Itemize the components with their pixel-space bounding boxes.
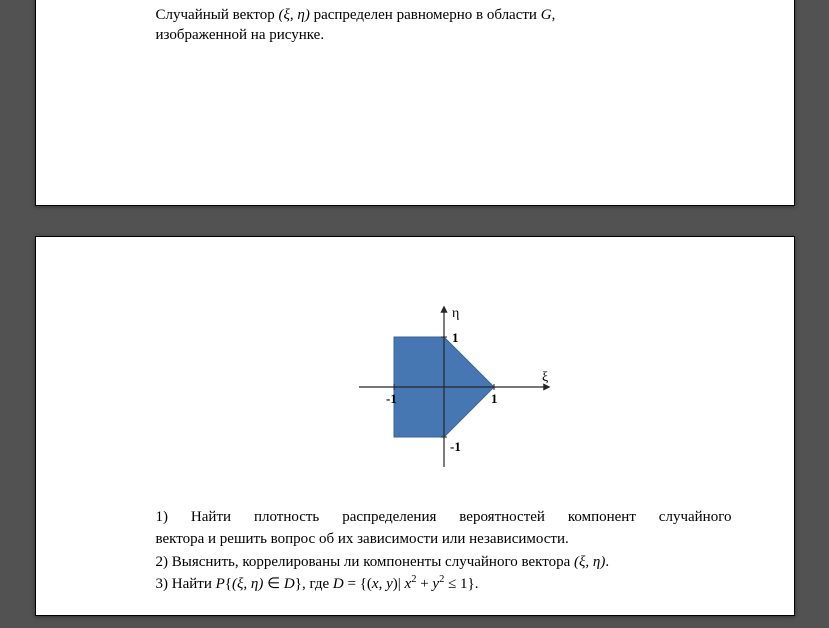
task1-a: Найти плотность распределения вероятност… [191,509,732,525]
intro-vector: (ξ, η) [278,7,309,23]
task3-pre: 3) Найти [156,576,216,592]
svg-text:-1: -1 [450,439,461,454]
task-3: 3) Найти P{(ξ, η) ∈ D}, где D = {(x, y)|… [156,574,732,594]
svg-text:-1: -1 [386,391,397,406]
task3-vec: (ξ, η) [232,576,263,592]
task3-bc: } [295,576,302,592]
task-2: 2) Выяснить, коррелированы ли компоненты… [156,552,732,572]
task2-post: . [605,554,609,570]
intro-line1-mid: распределен равномерно в области [310,7,541,23]
task3-plus: + [416,576,432,592]
task3-comma: , [379,576,387,592]
task3-x: x [372,576,379,592]
task2-vec: (ξ, η) [574,554,605,570]
page-bottom: 1 -1 1 -1 ξ η 1) Найти плотность распределени… [35,236,795,616]
svg-text:1: 1 [491,391,498,406]
svg-text:ξ: ξ [542,370,548,385]
figure-svg: 1 -1 1 -1 ξ η [324,297,564,477]
svg-text:1: 1 [452,330,459,345]
task1-num: 1) [156,509,191,525]
task1-b: вектора и решить вопрос об их зависимост… [156,531,569,547]
task3-bo: { [225,576,232,592]
intro-line2: изображенной на рисунке. [156,27,325,43]
problem-intro: Случайный вектор (ξ, η) распределен равн… [156,5,734,46]
task3-in: ∈ [263,576,284,592]
intro-line1-post: , [552,7,556,23]
task3-eq: = {( [344,576,372,592]
task3-P: P [216,576,225,592]
intro-line1-pre: Случайный вектор [156,7,279,23]
task3-le: ≤ 1}. [444,576,478,592]
task3-D2: D [333,576,344,592]
task3-D1: D [284,576,295,592]
task-1: 1) Найти плотность распределения вероятн… [156,507,732,527]
task2-pre: 2) Выяснить, коррелированы ли компоненты… [156,554,574,570]
intro-G: G [541,7,552,23]
task3-y: y [386,576,393,592]
task3-where: , где [302,576,333,592]
svg-text:η: η [452,306,459,321]
page-top: Случайный вектор (ξ, η) распределен равн… [35,0,795,206]
task3-mid: )| [393,576,405,592]
task-1b: вектора и решить вопрос об их зависимост… [156,529,732,549]
tasks-block: 1) Найти плотность распределения вероятн… [156,507,732,594]
figure-region-G: 1 -1 1 -1 ξ η [324,297,564,477]
